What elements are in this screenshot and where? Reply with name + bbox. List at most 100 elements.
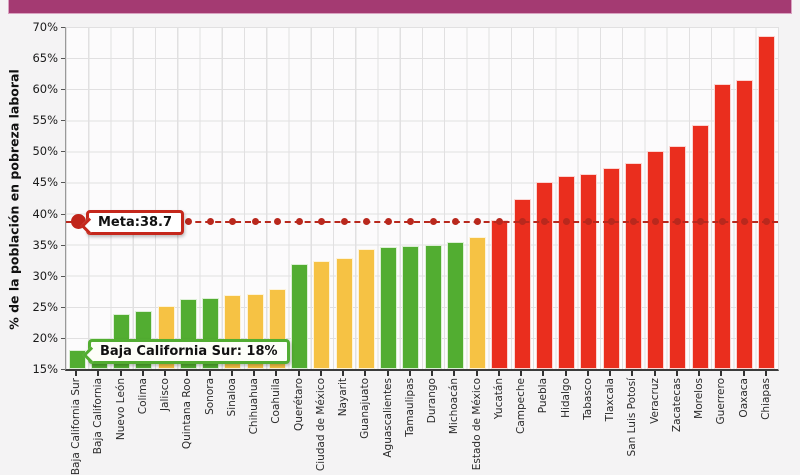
bar-chiapas[interactable] xyxy=(758,36,776,369)
x-tick-mark xyxy=(497,371,500,376)
bcs-annotation: Baja California Sur: 18% xyxy=(82,339,290,364)
x-tick-label: Quintana Roo xyxy=(181,378,194,450)
y-tick-label: 60% xyxy=(32,82,58,97)
bcs-annotation-label: Baja California Sur: 18% xyxy=(100,344,278,359)
bar-zacatecas[interactable] xyxy=(669,146,687,369)
x-tick-label: Campeche xyxy=(515,378,528,435)
x-tick-label: Nayarit xyxy=(337,378,350,417)
bar-puebla[interactable] xyxy=(535,182,553,369)
x-tick-label: Coahuila xyxy=(270,378,283,424)
y-tick-mark xyxy=(61,89,65,91)
x-tick-label: Baja California xyxy=(92,378,105,455)
bar-guerrero[interactable] xyxy=(713,84,731,369)
x-tick-label: Chihuahua xyxy=(248,378,261,435)
x-tick-mark xyxy=(720,371,723,376)
x-tick-mark xyxy=(631,371,634,376)
x-tick-label: Durango xyxy=(426,378,439,424)
meta-dot xyxy=(273,218,281,226)
y-tick-label: 20% xyxy=(32,330,58,345)
bar-yucatan[interactable] xyxy=(491,219,509,369)
x-tick-label: Hidalgo xyxy=(559,378,572,418)
x-tick-mark xyxy=(586,371,589,376)
x-tick-label: Colima xyxy=(136,378,149,415)
y-tick-mark xyxy=(61,182,65,184)
meta-dot xyxy=(229,218,237,226)
y-tick-label: 55% xyxy=(32,113,58,128)
y-tick-mark xyxy=(61,151,65,153)
bar-hidalgo[interactable] xyxy=(558,175,576,369)
x-tick-label: Estado de México xyxy=(470,378,483,471)
x-tick-label: Puebla xyxy=(537,378,550,414)
y-tick-label: 70% xyxy=(32,20,58,34)
y-tick-mark xyxy=(61,337,65,339)
y-tick-mark xyxy=(61,275,65,277)
meta-dot xyxy=(674,218,682,226)
x-tick-mark xyxy=(141,371,144,376)
meta-dot xyxy=(296,218,304,226)
x-tick-mark xyxy=(297,371,300,376)
x-tick-mark xyxy=(75,371,78,376)
bar-durango[interactable] xyxy=(424,244,442,369)
bar-tlaxcala[interactable] xyxy=(602,168,620,369)
meta-dot xyxy=(385,218,393,226)
meta-dot xyxy=(741,218,749,226)
x-tick-label: Yucatán xyxy=(492,378,505,420)
x-tick-label: Tamaulipas xyxy=(403,378,416,437)
y-tick-mark xyxy=(61,27,65,28)
y-tick-mark xyxy=(61,369,65,370)
bar-estado-de-mexico[interactable] xyxy=(469,237,487,369)
meta-dot xyxy=(696,218,704,226)
x-tick-mark xyxy=(453,371,456,376)
bar-tamaulipas[interactable] xyxy=(402,245,420,369)
y-tick-label: 30% xyxy=(32,268,58,283)
x-tick-mark xyxy=(208,371,211,376)
bar-tabasco[interactable] xyxy=(580,173,598,369)
x-tick-mark xyxy=(230,371,233,376)
x-tick-mark xyxy=(675,371,678,376)
x-tick-label: Morelos xyxy=(693,378,706,419)
x-tick-mark xyxy=(431,371,434,376)
bar-campeche[interactable] xyxy=(513,198,531,369)
x-tick-mark xyxy=(164,371,167,376)
meta-line xyxy=(66,220,778,223)
bar-aguascalientes[interactable] xyxy=(380,247,398,369)
meta-dot xyxy=(362,218,370,226)
bar-san-luis-potosi[interactable] xyxy=(624,163,642,369)
x-tick-label: Tabasco xyxy=(581,378,594,420)
bar-ciudad-de-mexico[interactable] xyxy=(313,261,331,369)
plot-area xyxy=(65,27,779,371)
x-tick-label: Guanajuato xyxy=(359,378,372,439)
y-tick-label: 65% xyxy=(32,51,58,66)
x-tick-mark xyxy=(386,371,389,376)
meta-dot xyxy=(518,218,526,226)
bar-guanajuato[interactable] xyxy=(357,248,375,369)
x-tick-label: Sinaloa xyxy=(225,378,238,417)
x-tick-mark xyxy=(408,371,411,376)
y-tick-mark xyxy=(61,213,65,215)
x-tick-mark xyxy=(609,371,612,376)
y-tick-label: 35% xyxy=(32,237,58,252)
meta-dot xyxy=(496,218,504,226)
y-tick-mark xyxy=(61,306,65,308)
meta-dot xyxy=(563,218,571,226)
x-tick-label: Querétaro xyxy=(292,378,305,431)
meta-dot xyxy=(451,218,459,226)
bar-veracruz[interactable] xyxy=(647,151,665,369)
meta-dot xyxy=(429,218,437,226)
bar-baja-california-sur[interactable] xyxy=(68,350,86,369)
x-tick-mark xyxy=(186,371,189,376)
meta-dot xyxy=(474,218,482,226)
y-tick-mark xyxy=(61,58,65,60)
y-tick-label: 50% xyxy=(32,144,58,159)
x-tick-label: Baja California Sur xyxy=(70,378,83,475)
x-tick-label: Michoacán xyxy=(448,378,461,435)
bar-queretaro[interactable] xyxy=(291,263,309,369)
meta-dot xyxy=(540,218,548,226)
meta-dot xyxy=(184,218,192,226)
bar-nayarit[interactable] xyxy=(335,258,353,369)
meta-dot xyxy=(318,218,326,226)
bar-morelos[interactable] xyxy=(691,125,709,369)
bar-michoacan[interactable] xyxy=(446,242,464,369)
x-tick-label: Aguascalientes xyxy=(381,378,394,458)
x-tick-label: Chiapas xyxy=(759,378,772,420)
